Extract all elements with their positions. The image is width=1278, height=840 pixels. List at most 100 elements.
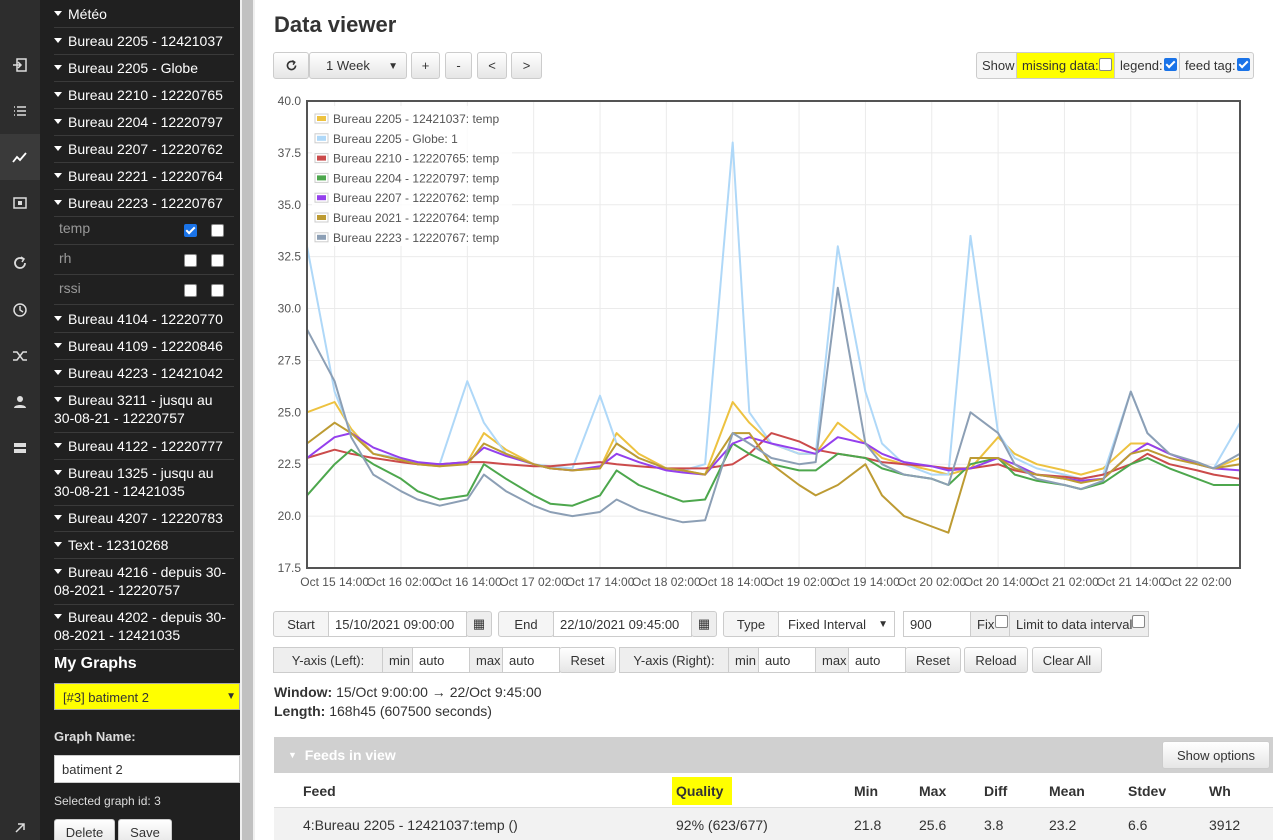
left-axis-checkbox[interactable] (184, 284, 197, 297)
legend-swatch (317, 234, 326, 240)
table-row[interactable] (274, 808, 1273, 840)
sidebar-group[interactable]: Bureau 3211 - jusqu au 30-08-21 - 122207… (54, 386, 234, 433)
left-axis-checkbox[interactable] (184, 224, 197, 237)
clear-all-button[interactable]: Clear All (1032, 647, 1102, 673)
y-right-reset-button[interactable]: Reset (905, 647, 961, 673)
legend-label: Bureau 2205 - Globe: 1 (333, 132, 458, 146)
zoom-out-button[interactable]: - (445, 52, 472, 79)
dashboard-icon[interactable] (0, 180, 40, 226)
sidebar-group[interactable]: Bureau 4202 - depuis 30-08-2021 - 124210… (54, 603, 234, 650)
feed-row-rh: rh (54, 244, 234, 275)
user-icon[interactable] (0, 379, 40, 425)
divider (1114, 53, 1115, 78)
legend-label: Bureau 2205 - 12421037: temp (333, 112, 499, 126)
sidebar-group[interactable]: Bureau 2205 - Globe (54, 54, 234, 82)
right-axis-checkbox[interactable] (211, 284, 224, 297)
cell-max: 25.6 (919, 817, 947, 833)
graph-select[interactable]: [#3] batiment 2 ▼ (54, 683, 240, 710)
feed-tag-checkbox[interactable] (1237, 58, 1250, 71)
type-select[interactable]: Fixed Interval ▼ (778, 611, 895, 637)
y-tick-label: 27.5 (278, 353, 302, 367)
reload-button[interactable]: Reload (964, 647, 1028, 673)
refresh-button[interactable] (273, 52, 309, 79)
y-left-min-input[interactable]: auto (412, 647, 470, 673)
sidebar-group[interactable]: Bureau 4216 - depuis 30-08-2021 - 122207… (54, 558, 234, 605)
y-right-min-input[interactable]: auto (758, 647, 816, 673)
server-icon[interactable] (0, 425, 40, 471)
show-options-button[interactable]: Show options (1162, 741, 1270, 769)
delete-graph-button[interactable]: Delete (54, 819, 115, 840)
y-left-max-label: max (469, 647, 503, 673)
fix-checkbox[interactable] (995, 615, 1008, 628)
my-graphs-title: My Graphs (54, 655, 137, 672)
sidebar-group[interactable]: Bureau 1325 - jusqu au 30-08-21 - 124210… (54, 459, 234, 506)
sidebar-group[interactable]: Bureau 4104 - 12220770 (54, 305, 234, 333)
x-tick-label: Oct 16 02:00 (367, 575, 436, 589)
x-tick-label: Oct 18 14:00 (698, 575, 767, 589)
y-left-label: Y-axis (Left): (273, 647, 383, 673)
missing-data-checkbox[interactable] (1099, 58, 1112, 71)
zoom-in-button[interactable]: + (411, 52, 440, 79)
interval-select[interactable]: 1 Week ▼ (309, 52, 407, 79)
sidebar-group[interactable]: Bureau 4207 - 12220783 (54, 504, 234, 532)
end-input[interactable]: 22/10/2021 09:45:00 (553, 611, 692, 637)
end-calendar-button[interactable]: ▦ (691, 611, 717, 637)
sidebar-group[interactable]: Météo (54, 0, 234, 28)
data-chart[interactable]: 17.5 20.0 22.5 25.0 27.5 30.0 32.5 35.0 37.5 40.0… (273, 90, 1273, 600)
sidebar-group[interactable]: Bureau 2204 - 12220797 (54, 108, 234, 136)
feed-label: temp (59, 220, 91, 236)
sidebar-group-label: Bureau 4216 - depuis 30-08-2021 - 122207… (54, 564, 226, 598)
start-input[interactable]: 15/10/2021 09:00:00 (328, 611, 467, 637)
cell-mean: 23.2 (1049, 817, 1077, 833)
save-graph-button[interactable]: Save (118, 819, 172, 840)
x-tick-label: Oct 15 14:00 (300, 575, 369, 589)
sidebar-scroll-thumb[interactable] (242, 0, 253, 840)
right-axis-checkbox[interactable] (211, 254, 224, 267)
feed-label: rssi (59, 280, 81, 296)
y-right-max-input[interactable]: auto (848, 647, 906, 673)
x-tick-label: Oct 20 02:00 (897, 575, 966, 589)
cell-diff: 3.8 (984, 817, 1004, 833)
graph-icon[interactable] (0, 134, 40, 180)
legend-checkbox[interactable] (1164, 58, 1177, 71)
y-left-max-input[interactable]: auto (502, 647, 560, 673)
expand-icon[interactable] (0, 815, 40, 840)
list-icon[interactable] (0, 88, 40, 134)
right-axis-checkbox[interactable] (211, 224, 224, 237)
graph-name-input[interactable]: batiment 2 (54, 755, 240, 783)
refresh-icon[interactable] (0, 240, 40, 286)
sidebar-group-label: Bureau 2205 - Globe (68, 60, 198, 76)
caret-down-icon (54, 542, 62, 547)
interval-input[interactable]: 900 (903, 611, 971, 637)
sidebar-group[interactable]: Bureau 4109 - 12220846 (54, 332, 234, 360)
shuffle-icon[interactable] (0, 333, 40, 379)
caret-down-icon (54, 92, 62, 97)
sidebar-group-label: Bureau 2210 - 12220765 (68, 87, 223, 103)
sidebar-group[interactable]: Bureau 2223 - 12220767 (54, 189, 234, 217)
cell-stdev: 6.6 (1128, 817, 1148, 833)
login-icon[interactable] (0, 42, 40, 88)
legend-swatch (317, 135, 326, 141)
sidebar-group[interactable]: Bureau 2210 - 12220765 (54, 81, 234, 109)
cell-quality: 92% (623/677) (676, 817, 768, 833)
feeds-in-view-header[interactable] (274, 737, 1273, 773)
sidebar-group-label: Bureau 4104 - 12220770 (68, 311, 223, 327)
y-left-reset-button[interactable]: Reset (559, 647, 616, 673)
pan-right-button[interactable]: > (511, 52, 542, 79)
limit-checkbox[interactable] (1132, 615, 1145, 628)
sidebar-group[interactable]: Text - 12310268 (54, 531, 234, 559)
caret-down-icon (54, 173, 62, 178)
pan-left-button[interactable]: < (477, 52, 507, 79)
start-calendar-button[interactable]: ▦ (466, 611, 492, 637)
clock-icon[interactable] (0, 287, 40, 333)
sidebar-group[interactable]: Bureau 2207 - 12220762 (54, 135, 234, 163)
end-label: End (498, 611, 554, 637)
x-tick-label: Oct 19 02:00 (765, 575, 834, 589)
left-axis-checkbox[interactable] (184, 254, 197, 267)
sidebar-group[interactable]: Bureau 2205 - 12421037 (54, 27, 234, 55)
sidebar-group[interactable]: Bureau 4223 - 12421042 (54, 359, 234, 387)
sidebar-group-label: Text - 12310268 (68, 537, 169, 553)
sidebar-group[interactable]: Bureau 4122 - 12220777 (54, 432, 234, 460)
calendar-icon: ▦ (697, 616, 711, 631)
sidebar-group[interactable]: Bureau 2221 - 12220764 (54, 162, 234, 190)
